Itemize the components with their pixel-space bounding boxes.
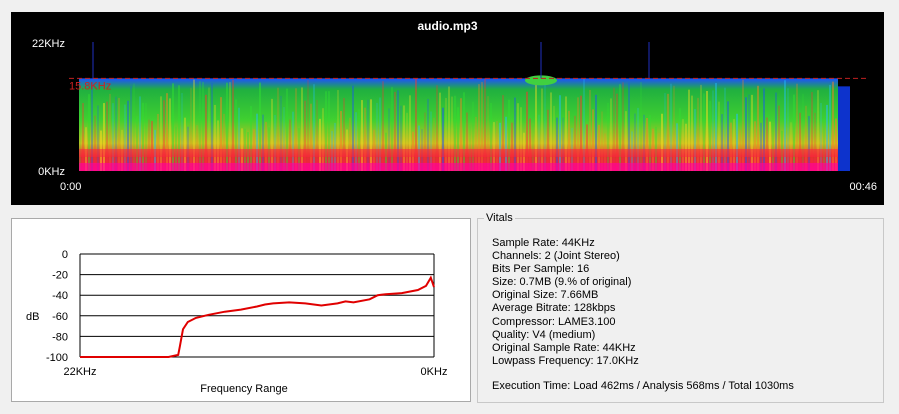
vitals-line-compressor: Compressor: LAME3.100 — [492, 315, 616, 328]
spectrogram-panel: audio.mp3 15.8KHz 22KHz 0KHz 0:00 00:46 — [11, 12, 884, 205]
execution-time: Execution Time: Load 462ms / Analysis 56… — [492, 380, 794, 392]
y-tick-label: -80 — [52, 331, 68, 343]
spectrogram-heatmap — [79, 42, 850, 171]
y-tick-label: 0 — [62, 249, 68, 261]
vitals-line-sample-rate: Sample Rate: 44KHz — [492, 237, 595, 249]
spectrogram-title: audio.mp3 — [417, 19, 478, 33]
x-right-label: 0KHz — [421, 366, 448, 378]
y-tick-label: -20 — [52, 270, 68, 282]
y-tick-label: -100 — [46, 352, 68, 364]
y-axis-label: dB — [26, 311, 39, 323]
vitals-line-lowpass-frequency: Lowpass Frequency: 17.0KHz — [492, 354, 639, 367]
vitals-line-channels: Channels: 2 (Joint Stereo) — [492, 250, 620, 263]
spectrogram-canvas: 15.8KHz 22KHz 0KHz 0:00 00:46 — [32, 38, 877, 193]
frequency-response-line — [80, 275, 435, 358]
cutoff-label: 15.8KHz — [69, 80, 111, 92]
vitals-line-original-size: Original Size: 7.66MB — [492, 289, 599, 302]
x-axis-label: Frequency Range — [200, 383, 287, 395]
vitals-line-quality: Quality: V4 (medium) — [492, 328, 596, 341]
y-tick-label: -60 — [52, 311, 68, 323]
frequency-graph: 0 -20 -40 -60 -80 -100 dB 22KHz 0KHz Frequenc… — [26, 249, 448, 395]
vitals-line-size: Size: 0.7MB (9.% of original) — [492, 276, 632, 289]
time-end-label: 00:46 — [849, 181, 877, 193]
vitals-line-original-sample-rate: Original Sample Rate: 44KHz — [492, 341, 636, 354]
frequency-graph-panel: 0 -20 -40 -60 -80 -100 dB 22KHz 0KHz Frequenc… — [11, 218, 471, 402]
vitals-line-average-bitrate: Average Bitrate: 128kbps — [492, 302, 616, 315]
vitals-groupbox: Vitals Sample Rate: 44KHz Channels: 2 (J… — [477, 212, 884, 403]
vitals-title: Vitals — [484, 212, 515, 224]
freq-bottom-label: 0KHz — [38, 166, 65, 178]
time-start-label: 0:00 — [60, 181, 81, 193]
vitals-line-bits-per-sample: Bits Per Sample: 16 — [492, 263, 590, 276]
y-tick-label: -40 — [52, 290, 68, 302]
freq-top-label: 22KHz — [32, 38, 65, 50]
vitals-list: Sample Rate: 44KHz Channels: 2 (Joint St… — [492, 237, 639, 368]
x-left-label: 22KHz — [63, 366, 96, 378]
